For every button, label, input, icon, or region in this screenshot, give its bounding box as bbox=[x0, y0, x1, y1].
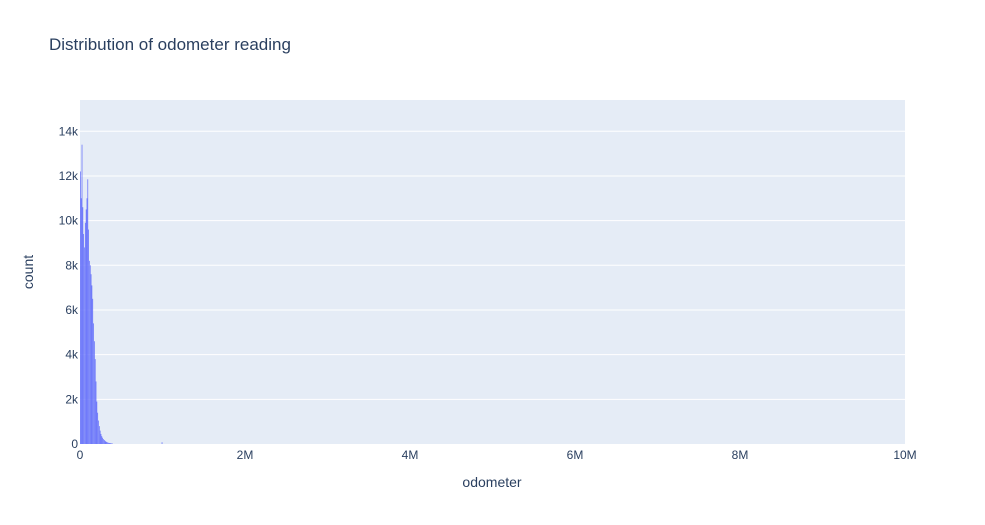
histogram-bar bbox=[108, 442, 110, 444]
histogram-bar bbox=[104, 440, 106, 444]
histogram-bar bbox=[90, 274, 92, 444]
histogram-bar bbox=[103, 439, 105, 444]
histogram-bar bbox=[81, 144, 83, 444]
histogram-bar bbox=[92, 298, 94, 444]
histogram-bar bbox=[109, 443, 111, 444]
histogram-bar bbox=[102, 437, 103, 444]
histogram-bar bbox=[84, 222, 86, 444]
x-tick-label: 8M bbox=[732, 448, 749, 462]
plot-background bbox=[80, 100, 905, 444]
histogram-bar bbox=[99, 430, 101, 444]
histogram-bar bbox=[89, 265, 91, 444]
x-axis-ticks: 0 2M 4M 6M 8M 10M bbox=[77, 448, 917, 462]
y-tick-label: 4k bbox=[65, 348, 79, 362]
histogram-bar bbox=[95, 381, 97, 444]
histogram-bar bbox=[94, 359, 96, 444]
histogram-bar bbox=[106, 441, 108, 444]
histogram-bar bbox=[98, 426, 100, 444]
histogram-bar bbox=[108, 442, 109, 444]
histogram-bar bbox=[101, 436, 103, 444]
y-axis-title: count bbox=[20, 255, 36, 289]
histogram-bar bbox=[85, 209, 87, 444]
histogram-bar bbox=[80, 198, 82, 444]
histogram-bar bbox=[97, 412, 99, 444]
y-tick-label: 0 bbox=[71, 437, 78, 451]
histogram-bar bbox=[161, 442, 163, 444]
histogram-bar bbox=[82, 207, 84, 444]
grid-lines bbox=[80, 130, 905, 400]
histogram-bar bbox=[100, 433, 102, 444]
histogram-bar bbox=[110, 443, 112, 444]
x-tick-label: 10M bbox=[893, 448, 916, 462]
y-tick-label: 10k bbox=[59, 214, 79, 228]
histogram-bar bbox=[98, 420, 99, 444]
histogram-bar bbox=[107, 442, 108, 444]
histogram-bar bbox=[93, 323, 94, 444]
histogram-bar bbox=[96, 401, 98, 444]
y-tick-label: 14k bbox=[59, 124, 79, 138]
chart-title: Distribution of odometer reading bbox=[49, 35, 291, 54]
histogram-bar bbox=[89, 260, 90, 444]
y-tick-label: 6k bbox=[65, 303, 79, 317]
histogram-bar bbox=[83, 234, 85, 444]
x-axis-title: odometer bbox=[462, 474, 521, 490]
histogram-bar bbox=[111, 443, 113, 444]
x-tick-label: 0 bbox=[77, 448, 84, 462]
histogram-bar bbox=[94, 341, 95, 444]
y-axis-ticks: 0 2k 4k 6k 8k 10k 12k 14k bbox=[59, 124, 79, 451]
y-tick-label: 8k bbox=[65, 258, 79, 272]
x-tick-label: 4M bbox=[402, 448, 419, 462]
y-tick-label: 2k bbox=[65, 392, 79, 406]
histogram-bar bbox=[84, 247, 85, 444]
histogram-bar bbox=[87, 179, 89, 444]
histogram-bar bbox=[103, 439, 104, 444]
bars bbox=[80, 144, 163, 444]
histogram-bar bbox=[80, 171, 81, 444]
x-tick-label: 6M bbox=[567, 448, 584, 462]
histogram-bar bbox=[91, 285, 93, 444]
histogram-bar bbox=[105, 441, 107, 444]
histogram-bar bbox=[86, 198, 88, 444]
x-tick-label: 2M bbox=[237, 448, 254, 462]
y-tick-label: 12k bbox=[59, 169, 79, 183]
histogram-bar bbox=[88, 229, 89, 444]
